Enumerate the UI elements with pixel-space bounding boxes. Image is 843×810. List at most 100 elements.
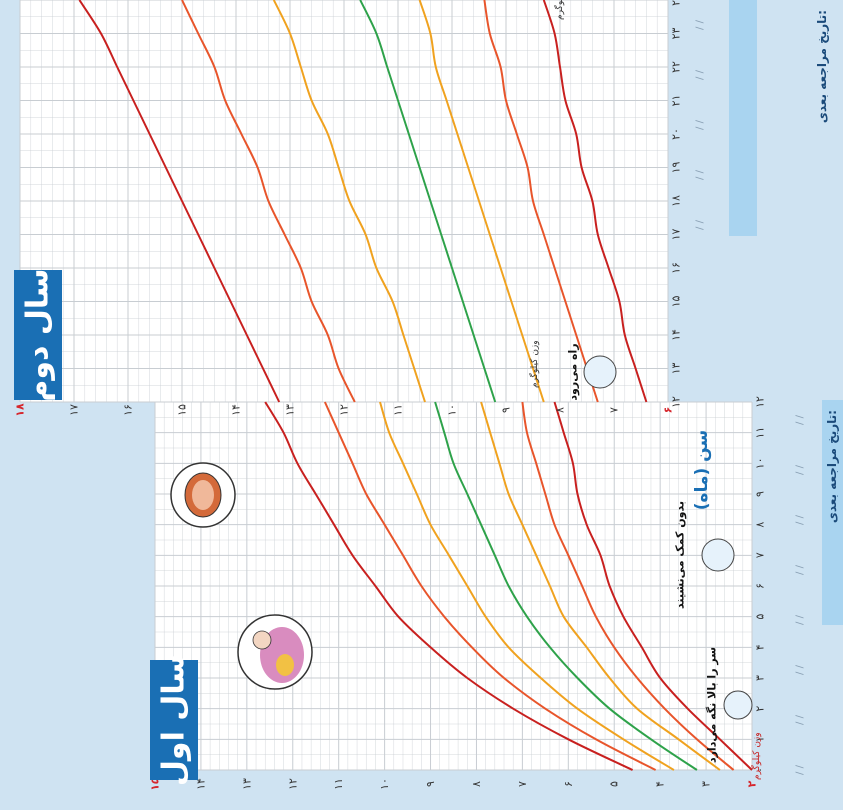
- year1-percentile-curve-1: [553, 401, 753, 771]
- year2-weight-tick-label: ۱۸: [14, 403, 27, 417]
- next-visit-slot[interactable]: / /: [695, 19, 706, 30]
- baby-sitting-icon: [701, 538, 735, 572]
- next-visit-slot[interactable]: / /: [795, 414, 806, 425]
- year1-age-tick-label: ۵: [754, 614, 767, 620]
- weight-axis-title-year2-top: وزن کیلوگرم: [553, 0, 565, 20]
- year1-age-tick-label: ۶: [754, 583, 767, 589]
- year1-weight-tick-label: ۱۵: [149, 777, 162, 791]
- next-visit-slot[interactable]: / /: [695, 69, 706, 80]
- year2-age-tick-label: ۱۳: [670, 363, 683, 375]
- year1-percentile-curve-6: [323, 401, 657, 771]
- breastfeeding-illustration: [237, 614, 313, 690]
- year2-weight-tick-label: ۶: [662, 407, 675, 414]
- year2-weight-tick-label: ۱۲: [338, 404, 351, 416]
- year2-weight-tick-label: ۱۱: [392, 404, 405, 416]
- year1-weight-tick-label: ۱۲: [286, 778, 299, 790]
- year1-age-tick-label: ۱: [754, 736, 767, 742]
- year2-weight-tick-label: ۱۰: [446, 404, 459, 416]
- year2-age-tick-label: ۱۵: [670, 296, 683, 308]
- year1-weight-tick-label: ۱۰: [378, 778, 391, 790]
- next-visit-slot[interactable]: / /: [795, 664, 806, 675]
- year1-age-tick-label: ۹: [754, 491, 767, 497]
- year2-age-tick-label: ۱۷: [670, 229, 683, 241]
- age-axis-title: سن (ماه): [692, 430, 712, 510]
- year1-curves: [264, 401, 753, 771]
- year1-percentile-curve-3: [480, 401, 721, 771]
- year2-weight-tick-label: ۱۷: [68, 404, 81, 416]
- next-visit-slot[interactable]: / /: [795, 464, 806, 475]
- year1-weight-tick-label: ۷: [516, 781, 529, 787]
- year1-age-tick-label: ۰: [754, 767, 767, 773]
- next-visit-slot[interactable]: / /: [795, 614, 806, 625]
- year1-title: سال اول: [157, 654, 192, 786]
- year1-weight-tick-label: ۱۳: [240, 778, 253, 790]
- baby-head-up-icon: [723, 690, 753, 720]
- year1-weight-tick-label: ۴: [654, 781, 667, 787]
- year1-percentile-curve-2: [521, 401, 735, 771]
- year1-age-tick-label: ۳: [754, 675, 767, 681]
- year2-age-tick-label: ۲۲: [670, 61, 683, 73]
- next-visit-label-year2: تاریخ مراجعه بعدی:: [815, 10, 829, 123]
- weight-axis-title-year2: وزن کیلوگرم: [528, 340, 540, 388]
- year2-weight-tick-label: ۱۳: [284, 404, 297, 416]
- next-visit-box-year2: [729, 0, 757, 236]
- year2-weight-tick-label: ۱۶: [122, 404, 135, 416]
- baby-walking-icon: [583, 355, 617, 389]
- next-visit-slot[interactable]: / /: [795, 564, 806, 575]
- milestone-walk: راه می‌رود: [567, 343, 617, 401]
- milestone-walk-label: راه می‌رود: [567, 343, 580, 400]
- bowl-illustration: [170, 462, 236, 528]
- year2-percentile-curve-7: [78, 0, 281, 403]
- next-visit-slot[interactable]: / /: [795, 764, 806, 775]
- year2-age-tick-label: ۱۴: [670, 329, 683, 341]
- year2-title: سال دوم: [21, 268, 56, 401]
- next-visit-slot[interactable]: / /: [695, 169, 706, 180]
- milestone-sit: بدون کمک می‌نشیند: [674, 501, 735, 609]
- milestone-sit-label: بدون کمک می‌نشیند: [674, 501, 687, 609]
- year2-grid: [19, 0, 669, 403]
- year1-percentile-curve-5: [379, 401, 675, 771]
- year1-age-tick-label: ۱۰: [754, 457, 767, 469]
- next-visit-slot[interactable]: / /: [695, 119, 706, 130]
- tick-labels: ۲۳۴۵۶۷۸۹۱۰۱۱۱۲۱۳۱۴۱۵۰۱۲۳۴۵۶۷۸۹۱۰۱۱۱۲۶۷۸۹…: [14, 0, 767, 791]
- year1-weight-tick-label: ۳: [700, 781, 713, 787]
- year2-age-tick-label: ۲۴: [670, 0, 683, 6]
- next-visit-slot[interactable]: / /: [695, 219, 706, 230]
- year1-age-tick-label: ۲: [754, 706, 767, 712]
- year2-age-tick-label: ۲۱: [670, 95, 683, 107]
- next-visit-slots: / / / / / / / / / / / / / / / / / / / / / / / / / /: [695, 19, 806, 775]
- year2-curves: [78, 0, 648, 403]
- year1-weight-tick-label: ۹: [424, 781, 437, 787]
- next-visit-label-year1: تاریخ مراجعه بعدی:: [825, 410, 839, 523]
- year1-weight-tick-label: ۲: [746, 780, 759, 787]
- year1-weight-tick-label: ۶: [562, 781, 575, 787]
- next-visit-box-year1: [822, 400, 843, 625]
- year2-weight-tick-label: ۹: [500, 407, 513, 413]
- year1-weight-tick-label: ۵: [608, 781, 621, 787]
- year2-percentile-curve-2: [483, 0, 599, 403]
- year2-age-tick-label: ۱۸: [670, 195, 683, 207]
- year2-weight-tick-label: ۱۵: [176, 404, 189, 416]
- weight-axis-title-year1: وزن کیلوگرم: [750, 732, 762, 780]
- year1-weight-tick-label: ۸: [470, 781, 483, 787]
- year2-weight-tick-label: ۱۴: [230, 404, 243, 416]
- year2-age-tick-label: ۲۳: [670, 28, 683, 40]
- next-visit-slot[interactable]: / /: [795, 714, 806, 725]
- year1-grid: [154, 401, 753, 771]
- next-visit-slot[interactable]: / /: [795, 514, 806, 525]
- year2-title-box: [14, 270, 62, 400]
- year2-weight-tick-label: ۸: [554, 407, 567, 413]
- year1-age-tick-label: ۱۱: [754, 427, 767, 439]
- milestone-head-up: سر را بالا نگه می‌دارد: [706, 647, 753, 763]
- year1-age-tick-label: ۷: [754, 552, 767, 558]
- year2-age-tick-label: ۲۰: [670, 128, 683, 140]
- year1-age-tick-label: ۴: [754, 644, 767, 650]
- year2-weight-tick-label: ۷: [608, 407, 621, 413]
- milestone-head-up-label: سر را بالا نگه می‌دارد: [706, 647, 719, 763]
- year2-age-tick-label: ۱۲: [670, 396, 683, 408]
- year1-percentile-curve-7: [264, 401, 634, 771]
- year2-percentile-curve-5: [272, 0, 426, 403]
- year1-age-tick-label: ۸: [754, 522, 767, 528]
- year2-percentile-curve-3: [418, 0, 545, 403]
